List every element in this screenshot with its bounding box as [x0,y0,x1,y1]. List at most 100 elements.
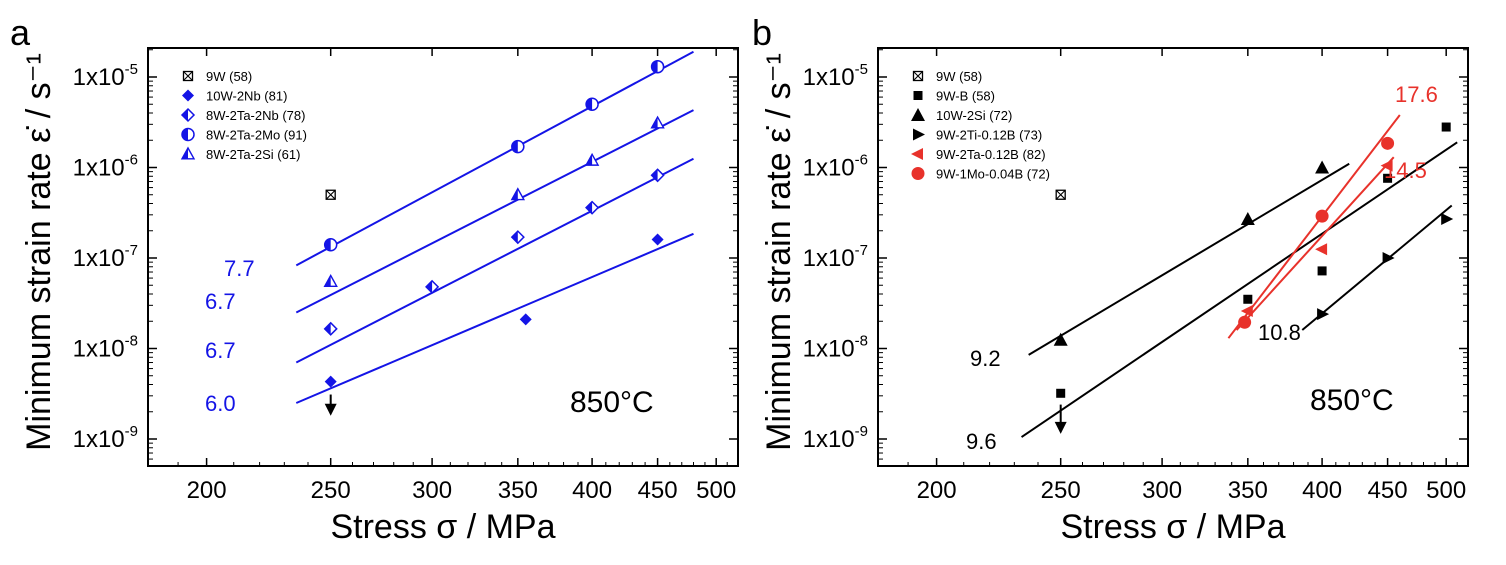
data-point [651,169,658,182]
x-tick-label: 450 [638,477,678,504]
data-point [182,109,188,121]
data-point [324,322,331,335]
legend-entry: 9W-1Mo-0.04B (72) [936,167,1050,182]
data-point [586,98,593,111]
data-point [324,375,337,388]
slope-label: 6.0 [205,391,236,416]
slope-label: 17.6 [1395,82,1438,107]
legend-entry: 9W-2Ta-0.12B (82) [936,147,1046,162]
y-axis-label: Minimum strain rate ε̇ / s⁻¹ [20,53,58,451]
data-point [511,140,518,153]
fit-line [1301,204,1453,331]
y-tick-label: 1x10-9 [803,423,868,453]
data-point [913,128,925,141]
legend-entry: 8W-2Ta-2Nb (78) [206,108,305,123]
data-point [1380,159,1393,172]
fit-line [1227,114,1401,339]
legend-entry: 10W-2Nb (81) [206,89,287,104]
slope-label: 6.7 [205,289,236,314]
y-tick-label: 1x10-8 [73,333,138,363]
x-axis-label: Stress σ / MPa [330,508,555,546]
slope-label: 9.2 [970,346,1001,371]
slope-label: 10.8 [1258,320,1301,345]
data-point [324,238,331,251]
x-tick-label: 500 [696,477,736,504]
x-tick-label: 500 [1426,477,1466,504]
y-tick-label: 1x10-9 [73,423,138,453]
data-point [1381,136,1395,150]
data-point [1240,211,1255,225]
x-tick-label: 350 [498,477,538,504]
data-point [1243,294,1253,304]
data-point [651,233,664,246]
data-point [1315,209,1329,223]
y-tick-label: 1x10-5 [73,61,138,91]
data-point [183,71,193,81]
y-tick-label: 1x10-7 [803,242,868,272]
slope-label: 9.6 [966,429,997,454]
x-tick-label: 200 [917,477,957,504]
data-point [1317,308,1330,321]
y-tick-label: 1x10-6 [73,152,138,182]
data-point [325,189,336,200]
legend-entry: 10W-2Si (72) [936,108,1012,123]
legend-entry: 8W-2Ta-2Mo (91) [206,128,307,143]
legend-entry: 9W (58) [936,69,982,84]
data-point [1056,388,1066,398]
x-tick-label: 400 [1302,477,1342,504]
y-tick-label: 1x10-8 [803,333,868,363]
fit-line [1235,156,1395,331]
x-axis-label: Stress σ / MPa [1060,508,1285,546]
x-tick-label: 200 [187,477,227,504]
data-point [651,60,658,73]
y-tick-label: 1x10-5 [803,61,868,91]
x-tick-label: 300 [1142,477,1182,504]
chart-panel-a: 200 250 300 350 400 450 500 1x10-9 1x10-8 1x10-7 1… [10,12,739,546]
chart-panel-b: 200 250 300 350 400 450 500 1x10-9 1x10-8 1x10-7 1… [752,12,1469,546]
x-tick-label: 250 [1041,477,1081,504]
plot-frame [877,47,1469,467]
upper-bound-arrow-head [324,403,337,416]
legend-entry: 8W-2Ta-2Si (61) [206,147,300,162]
data-point [1383,173,1393,183]
data-point [1240,304,1253,317]
y-tick-label: 1x10-6 [803,152,868,182]
plot-frame [147,47,739,467]
y-tick-label: 1x10-7 [73,242,138,272]
x-tick-label: 450 [1368,477,1408,504]
slope-label: 14.5 [1384,158,1427,183]
data-point [1441,212,1454,225]
temperature-annotation: 850°C [1310,384,1394,417]
data-point [182,89,194,102]
data-point [426,280,433,293]
data-point [1317,266,1327,276]
data-point [182,148,188,159]
data-point [913,71,923,81]
data-point [1315,160,1330,174]
x-tick-label: 300 [412,477,452,504]
slope-label: 6.7 [205,338,236,363]
panel-label: a [10,12,31,53]
data-point [586,201,593,214]
data-point [1055,189,1066,200]
data-point [1441,122,1451,132]
fit-line [295,109,694,314]
data-point [324,275,331,287]
panel-label: b [752,12,772,53]
fit-line [295,232,694,404]
legend-entry: 9W-B (58) [936,89,995,104]
upper-bound-arrow-head [1054,421,1067,434]
fit-line [295,50,694,267]
temperature-annotation: 850°C [570,386,654,419]
data-point [1053,332,1068,346]
data-point [911,167,925,180]
x-tick-label: 250 [311,477,351,504]
slope-label: 7.7 [224,256,255,281]
legend-entry: 9W (58) [206,69,252,84]
data-point [519,313,532,326]
data-point [911,108,925,121]
y-axis-label: Minimum strain rate ε̇ / s⁻¹ [760,53,798,451]
legend-entry: 9W-2Ti-0.12B (73) [936,128,1042,143]
fit-line [1020,141,1458,438]
